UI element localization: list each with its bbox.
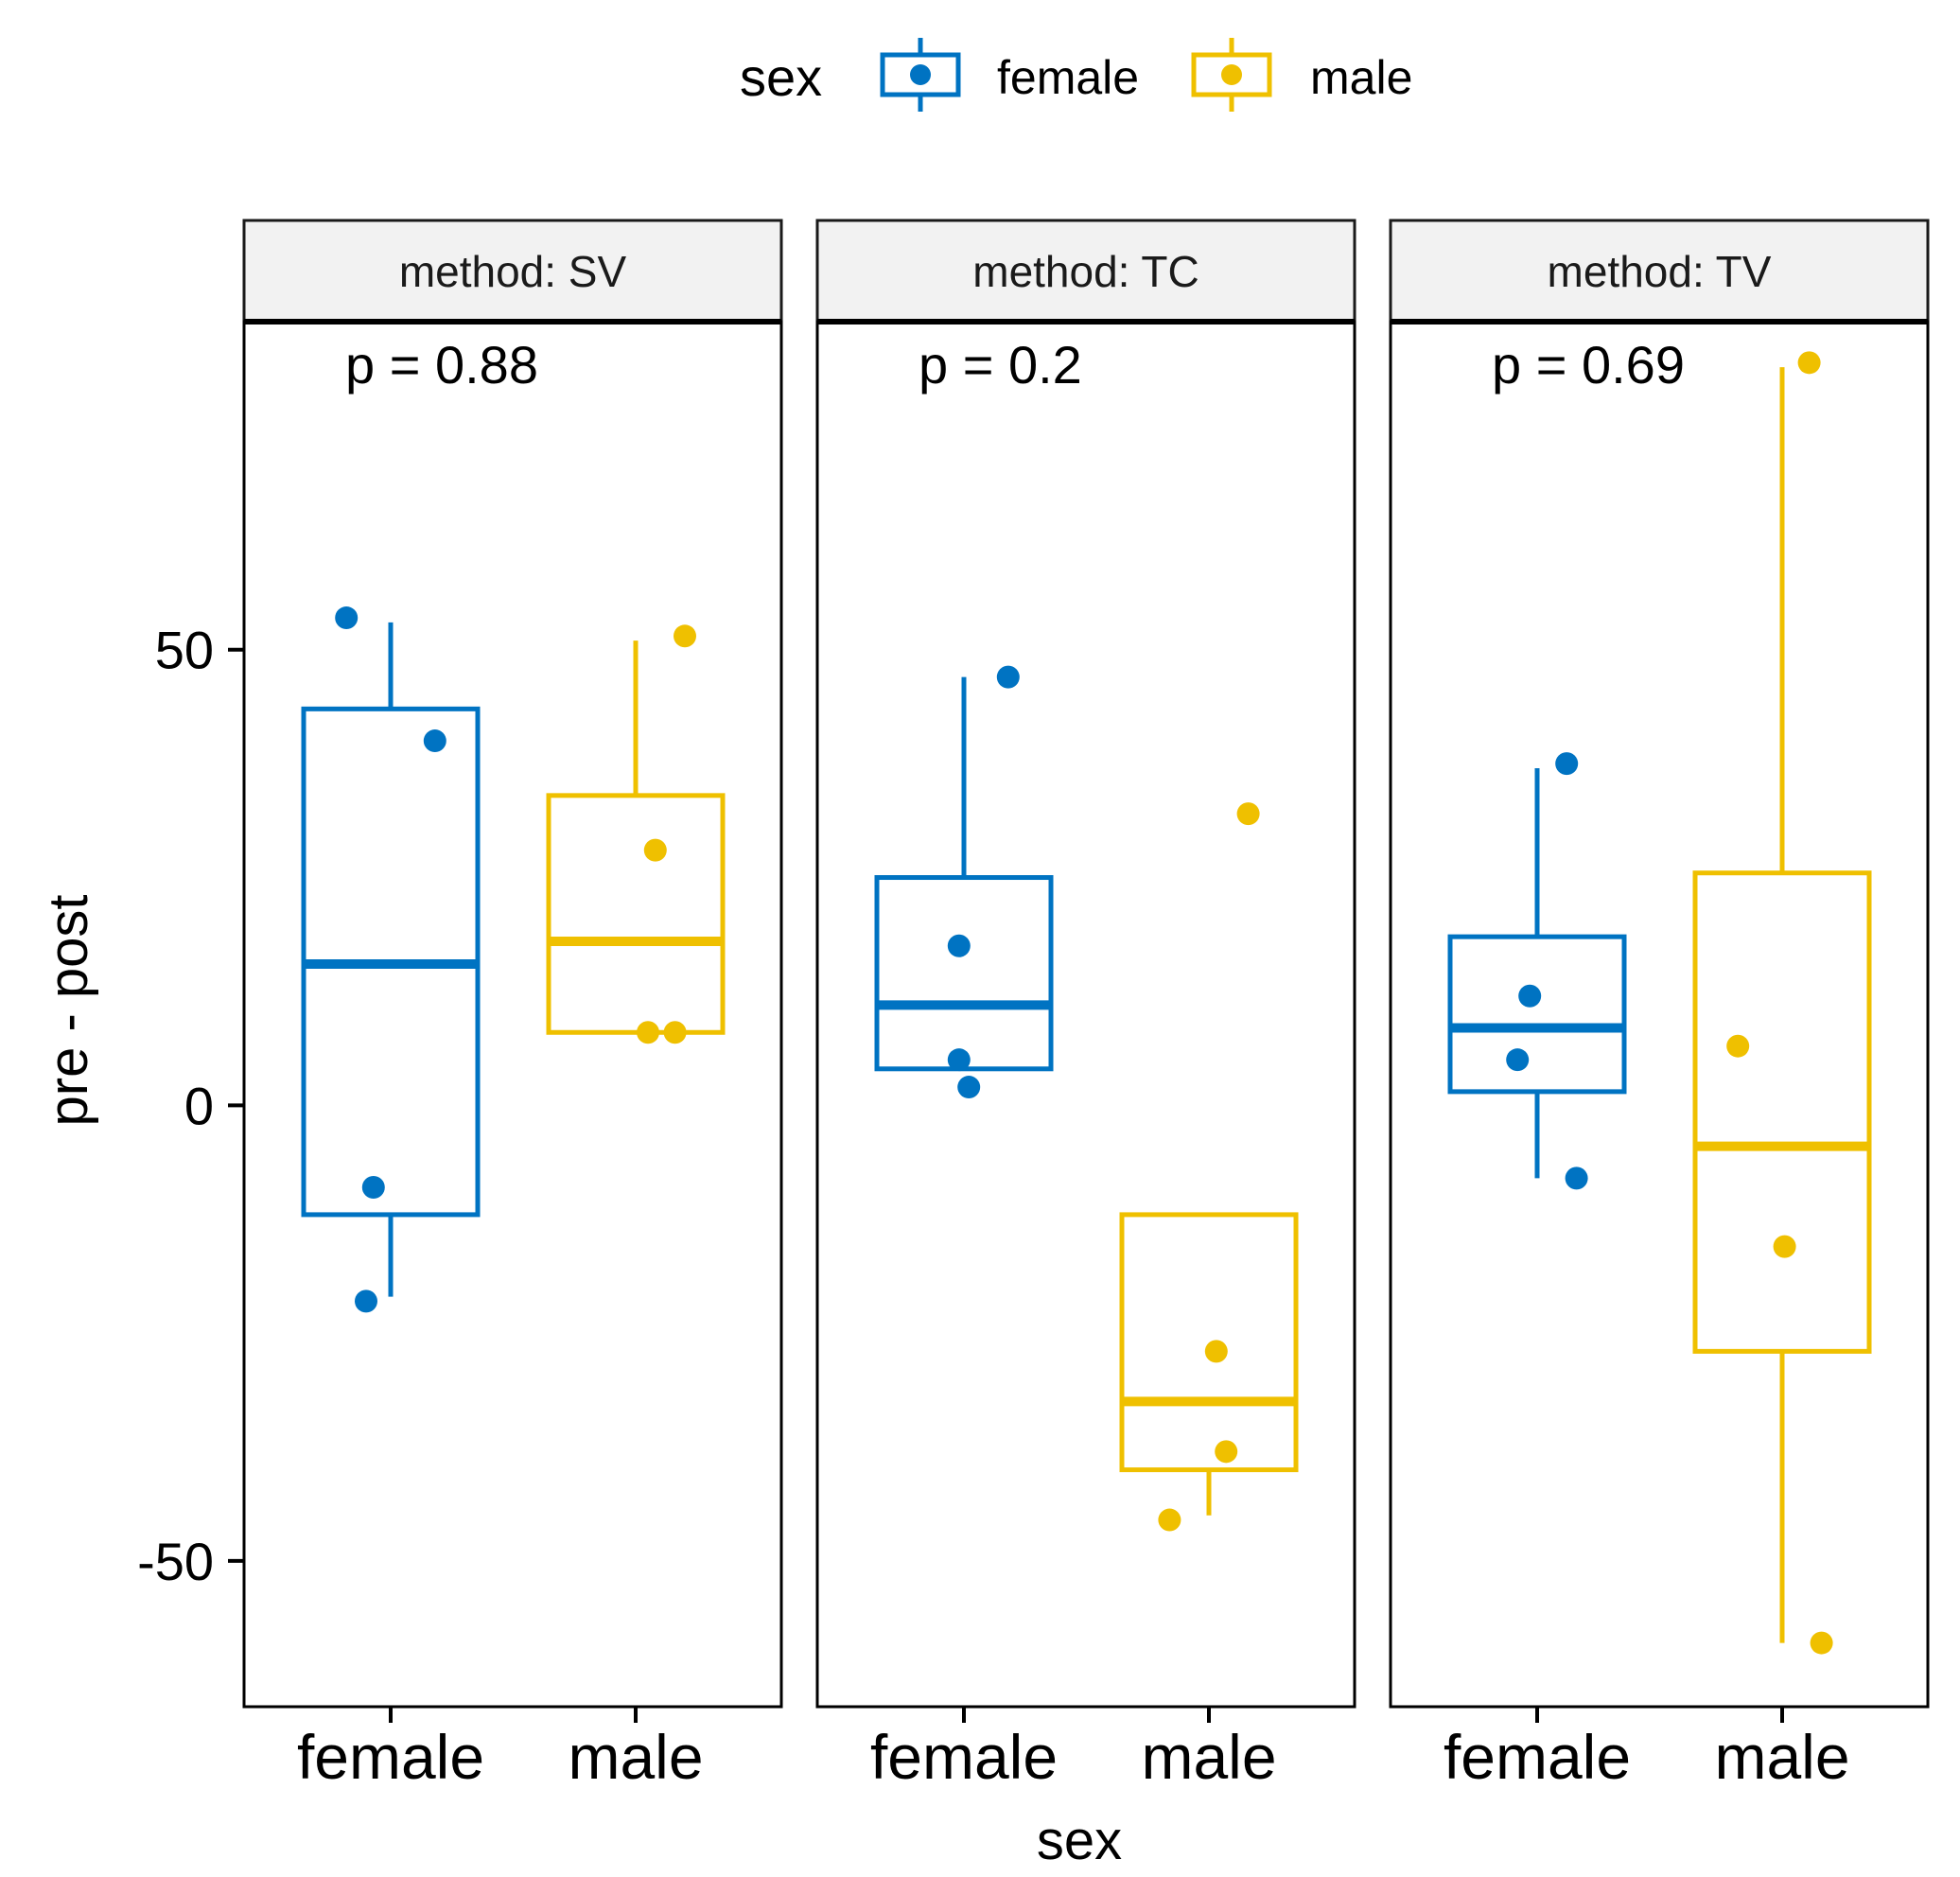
facet-strip bbox=[815, 219, 1356, 324]
data-point bbox=[1797, 351, 1821, 375]
x-tick-label: female bbox=[1444, 1722, 1631, 1792]
p-value-label: p = 0.88 bbox=[345, 335, 538, 395]
data-point bbox=[361, 1176, 385, 1199]
p-value-label: p = 0.2 bbox=[919, 335, 1082, 395]
box-male bbox=[1692, 351, 1872, 1655]
facet-panel-border bbox=[815, 320, 1356, 1709]
facet-strip-label: method: TC bbox=[972, 247, 1199, 296]
legend-key-male-point bbox=[1221, 64, 1242, 85]
y-tick-label: 50 bbox=[155, 621, 214, 680]
legend-key-female bbox=[880, 38, 961, 112]
facet-panel-1: method: SV p = 0.88 female male bbox=[242, 219, 783, 1792]
data-point bbox=[355, 1289, 377, 1313]
box-iqr bbox=[1119, 1212, 1299, 1473]
data-point bbox=[663, 1021, 687, 1044]
facet-strip-label: method: TV bbox=[1548, 247, 1772, 296]
x-tick-label: male bbox=[1714, 1722, 1849, 1792]
legend: sex female male bbox=[740, 38, 1412, 112]
p-value-label: p = 0.69 bbox=[1492, 335, 1685, 395]
x-tick-label: female bbox=[297, 1722, 484, 1792]
legend-key-male bbox=[1191, 38, 1272, 112]
data-point bbox=[1726, 1034, 1750, 1058]
y-tick-label: 0 bbox=[184, 1076, 214, 1135]
data-point bbox=[1215, 1440, 1238, 1464]
data-point bbox=[1565, 1167, 1588, 1190]
box-iqr bbox=[1692, 870, 1872, 1354]
legend-label-male: male bbox=[1310, 51, 1412, 104]
facet-panel-3: method: TV p = 0.69 female male bbox=[1389, 219, 1930, 1792]
data-point bbox=[1773, 1235, 1796, 1258]
legend-key-female-point bbox=[910, 64, 931, 85]
data-point bbox=[637, 1021, 659, 1044]
y-axis: 50 0 -50 bbox=[137, 621, 244, 1591]
data-point bbox=[674, 624, 696, 648]
box-female bbox=[874, 665, 1054, 1099]
data-point bbox=[1236, 802, 1260, 826]
facet-strip bbox=[1389, 219, 1930, 324]
facet-strip-label: method: SV bbox=[399, 247, 627, 296]
x-tick-label: male bbox=[1141, 1722, 1276, 1792]
box-male bbox=[1119, 802, 1299, 1532]
facet-panel-border bbox=[1389, 320, 1930, 1709]
data-point bbox=[1158, 1508, 1181, 1532]
data-point bbox=[643, 838, 667, 862]
legend-label-female: female bbox=[997, 51, 1139, 104]
data-point bbox=[423, 729, 446, 753]
data-point bbox=[1204, 1340, 1228, 1363]
data-point bbox=[1506, 1048, 1530, 1072]
box-female bbox=[1447, 752, 1627, 1190]
facet-panel-border bbox=[242, 320, 783, 1709]
y-tick-label: -50 bbox=[137, 1532, 214, 1591]
x-tick-label: male bbox=[568, 1722, 703, 1792]
box-iqr bbox=[1447, 934, 1627, 1095]
legend-key-male-box bbox=[1191, 52, 1272, 97]
facet-panels: method: SV p = 0.88 female male method: TC p … bbox=[242, 219, 1930, 1792]
data-point bbox=[947, 934, 971, 957]
x-axis-title: sex bbox=[1037, 1810, 1122, 1871]
data-point bbox=[947, 1048, 971, 1072]
data-point bbox=[996, 665, 1020, 689]
legend-title: sex bbox=[740, 47, 822, 107]
data-point bbox=[1555, 752, 1579, 776]
data-point bbox=[335, 606, 359, 630]
facet-panel-2: method: TC p = 0.2 female male bbox=[815, 219, 1356, 1792]
data-point bbox=[1518, 984, 1542, 1008]
box-male bbox=[546, 624, 726, 1044]
data-point bbox=[957, 1076, 981, 1099]
box-female bbox=[301, 606, 481, 1313]
box-iqr bbox=[546, 793, 726, 1035]
y-axis-title: pre - post bbox=[38, 895, 99, 1127]
data-point bbox=[1810, 1631, 1833, 1655]
x-tick-label: female bbox=[870, 1722, 1058, 1792]
